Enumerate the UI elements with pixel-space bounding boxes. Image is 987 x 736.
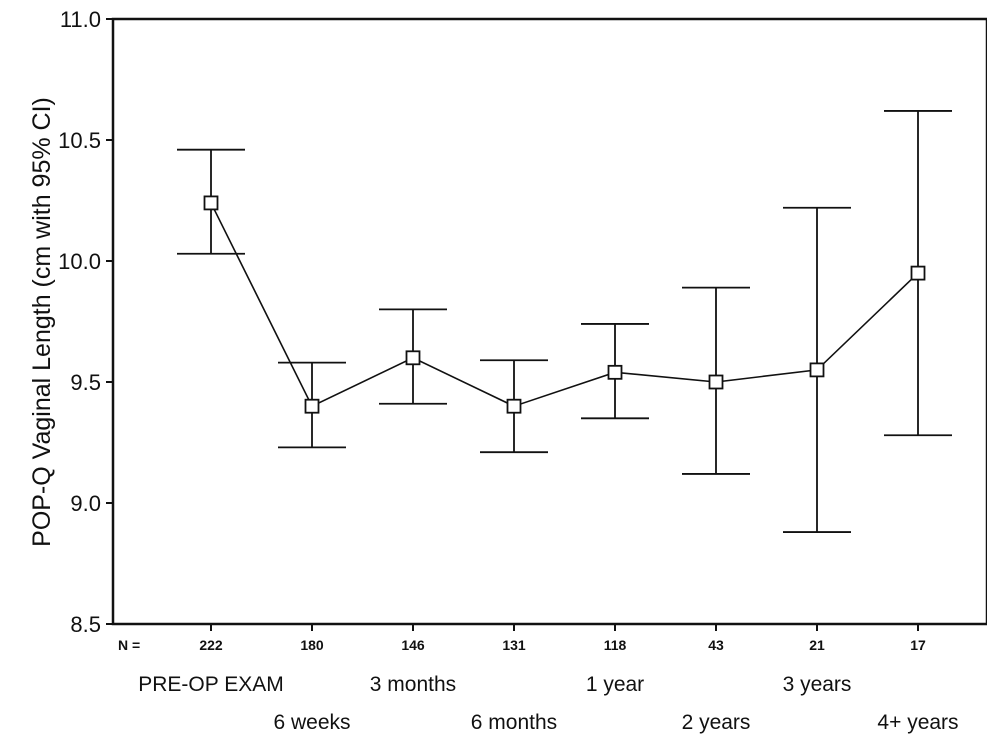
y-axis-title: POP-Q Vaginal Length (cm with 95% CI) — [28, 97, 56, 547]
x-category-label: 2 years — [682, 711, 751, 734]
n-value-label: 146 — [401, 637, 425, 653]
n-value-label: 17 — [910, 637, 926, 653]
y-tick-label: 8.5 — [70, 612, 101, 637]
series-line — [210, 202, 919, 408]
n-value-label: 118 — [604, 637, 627, 653]
y-tick-label: 10.5 — [58, 128, 101, 153]
y-axis: 8.5 9.0 9.5 10.0 10.5 11.0 — [58, 7, 113, 637]
x-axis: 222 PRE-OP EXAM 180 6 weeks 146 3 months 131 6 … — [138, 624, 959, 734]
mean-marker — [809, 362, 825, 378]
x-category-label: 6 weeks — [273, 711, 350, 734]
mean-line — [210, 202, 919, 408]
mean-marker — [910, 265, 926, 281]
series-markers — [203, 195, 926, 414]
n-prefix-label: N = — [118, 637, 140, 653]
mean-marker — [607, 364, 623, 380]
mean-marker — [203, 195, 219, 211]
y-tick-label: 9.0 — [70, 491, 101, 516]
mean-marker — [405, 350, 421, 366]
n-value-label: 43 — [708, 637, 724, 653]
y-tick-label: 11.0 — [60, 7, 101, 32]
n-value-label: 222 — [199, 637, 223, 653]
x-category-label: 6 months — [471, 711, 557, 734]
n-value-label: 131 — [502, 637, 526, 653]
y-tick-label: 9.5 — [70, 370, 101, 395]
x-category-label: 1 year — [586, 673, 644, 696]
y-tick-label: 10.0 — [58, 249, 101, 274]
mean-marker — [304, 398, 320, 414]
n-value-label: 21 — [809, 637, 825, 653]
mean-marker — [506, 398, 522, 414]
error-bars — [177, 110, 952, 533]
mean-marker — [708, 374, 724, 390]
x-category-label: 3 years — [783, 673, 852, 696]
x-category-label: PRE-OP EXAM — [138, 673, 283, 696]
x-category-label: 4+ years — [877, 711, 958, 734]
x-category-label: 3 months — [370, 673, 456, 696]
n-value-label: 180 — [300, 637, 324, 653]
plot-frame — [111, 17, 987, 626]
